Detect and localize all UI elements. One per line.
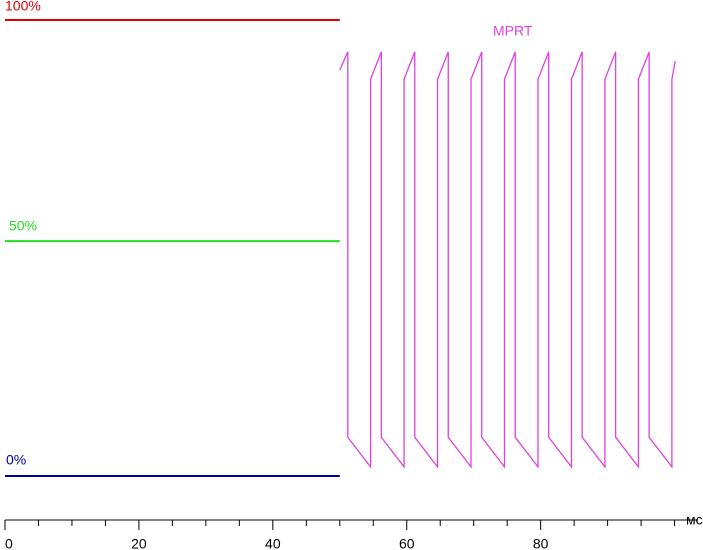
series-label: 50% [9,218,37,234]
series-line [339,51,676,469]
x-tick-label: 20 [131,536,147,550]
x-tick-label: 80 [533,536,549,550]
series-label: MPRT [493,23,533,39]
x-tick-label: 60 [399,536,415,550]
series-label: 0% [6,452,26,468]
x-tick-label: 40 [265,536,281,550]
series-label: 100% [5,0,41,14]
x-tick-label: 0 [5,536,13,550]
x-axis-label: мс [686,512,703,528]
